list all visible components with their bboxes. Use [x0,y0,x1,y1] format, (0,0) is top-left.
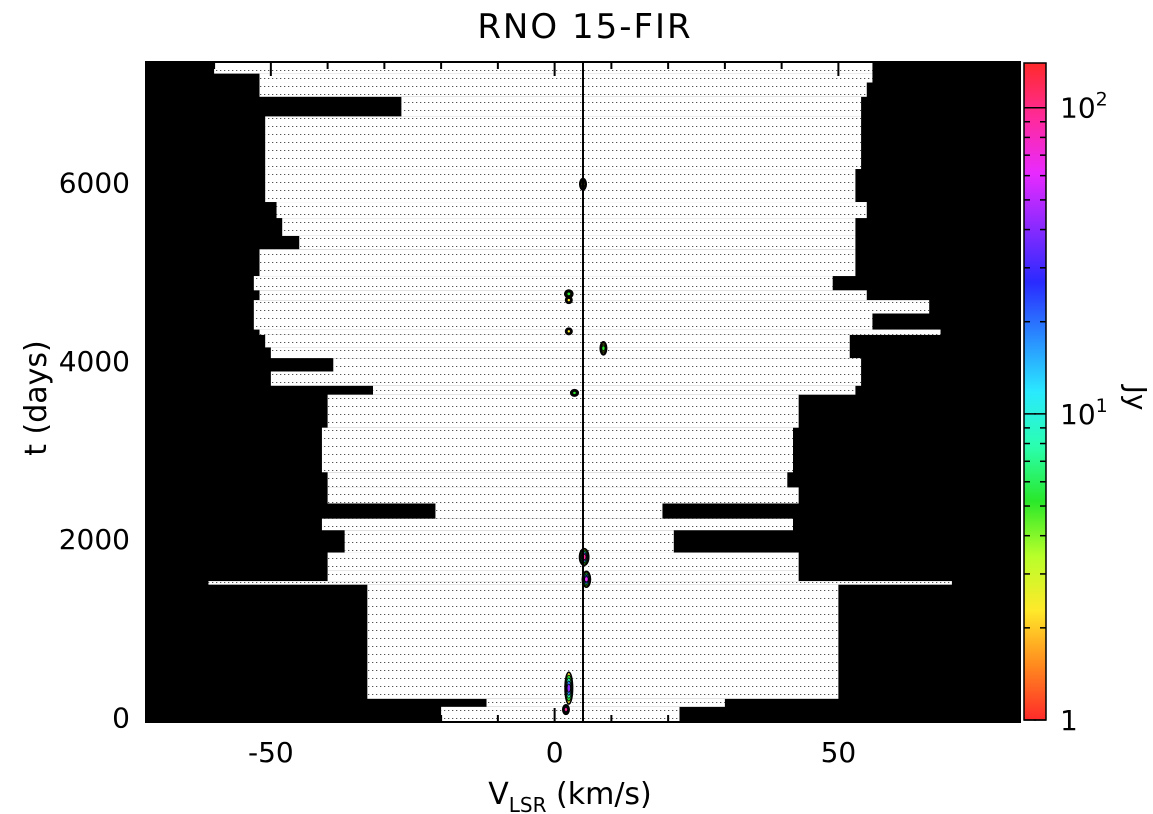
y-axis-label: t (days) [19,340,54,456]
x-axis-ticks: -50 0 50 [156,62,1010,769]
coverage-band-dots [401,96,862,117]
coverage-band-dots [253,276,833,291]
y-tick-label: 2000 [59,523,130,556]
x-axis-label-subscript: LSR [509,793,547,814]
coverage-band-dots [373,385,856,395]
coverage-band-dots [441,706,680,722]
coverage-band-dots [270,371,862,386]
coverage-band-dots [321,518,793,531]
coverage-band-dots [486,698,725,707]
colorbar-label: Jy [1120,384,1153,411]
coverage-band-dots [208,581,952,585]
emission-contour [563,707,568,712]
y-tick-label: 6000 [59,166,130,199]
plot-area: -50 0 50 0 2000 4000 6000 [59,61,1021,769]
coverage-band-dots [265,116,862,170]
coverage-band-dots [259,249,856,277]
coverage-band-dots [327,487,799,504]
colorbar-tick-label: 1 [1060,704,1078,737]
colorbar-tick-base: 10 [1060,92,1096,125]
coverage-band-dots [259,329,941,335]
colorbar-tick-base: 1 [1060,704,1078,737]
coverage-band-dots [276,202,867,219]
coverage-band-dots [299,235,856,250]
coverage-band-dots [265,169,856,203]
coverage-band-dots [259,290,867,301]
x-axis-label: VLSR (km/s) [488,777,652,814]
coverage-band-dots [327,570,799,582]
coverage-band-dots [435,503,663,519]
x-tick-label: 0 [546,736,564,769]
coverage-band-dots [327,394,799,428]
x-axis-label-units: (km/s) [546,777,651,812]
emission-features [561,177,608,716]
coverage-band-dots [321,427,793,473]
chart-title: RNO 15-FIR [477,7,692,47]
colorbar-tick-exponent: 1 [1096,395,1108,417]
emission-contour [566,683,571,693]
colorbar-scale [1023,62,1047,721]
coverage-band-dots [259,82,867,97]
emission-contour [601,345,606,351]
coverage-band-dots [333,358,862,372]
coverage-band-dots [327,472,788,488]
x-tick-label: -50 [248,736,294,769]
x-tick-label: 50 [821,736,857,769]
colorbar-tick-base: 10 [1060,398,1096,431]
colorbar-tick-exponent: 2 [1096,89,1108,111]
y-axis-ticks: 0 2000 4000 6000 [59,92,1020,735]
coverage-band-dots [282,218,856,236]
plot-frame [145,61,1021,723]
y-tick-label: 4000 [59,345,130,378]
emission-contour [572,390,577,395]
emission-contour [566,291,571,297]
coverage-bands [208,62,952,722]
emission-contour [584,576,589,583]
colorbar-tick-label: 101 [1060,395,1108,431]
y-tick-label: 0 [112,702,130,735]
coverage-band-dots [214,62,873,74]
emission-contour [566,298,571,303]
coverage-band-dots [327,552,799,571]
coverage-band-dots [253,300,930,314]
coverage-band-dots [367,584,839,699]
coverage-band-dots [270,347,850,359]
colorbar-tick-label: 102 [1060,89,1108,125]
coverage-band-dots [259,73,873,83]
coverage-band-dots [253,313,873,330]
coverage-band-dots [344,530,674,553]
emission-contour [566,329,571,334]
coverage-band-dots [265,334,850,348]
x-axis-label-main: V [488,777,509,812]
